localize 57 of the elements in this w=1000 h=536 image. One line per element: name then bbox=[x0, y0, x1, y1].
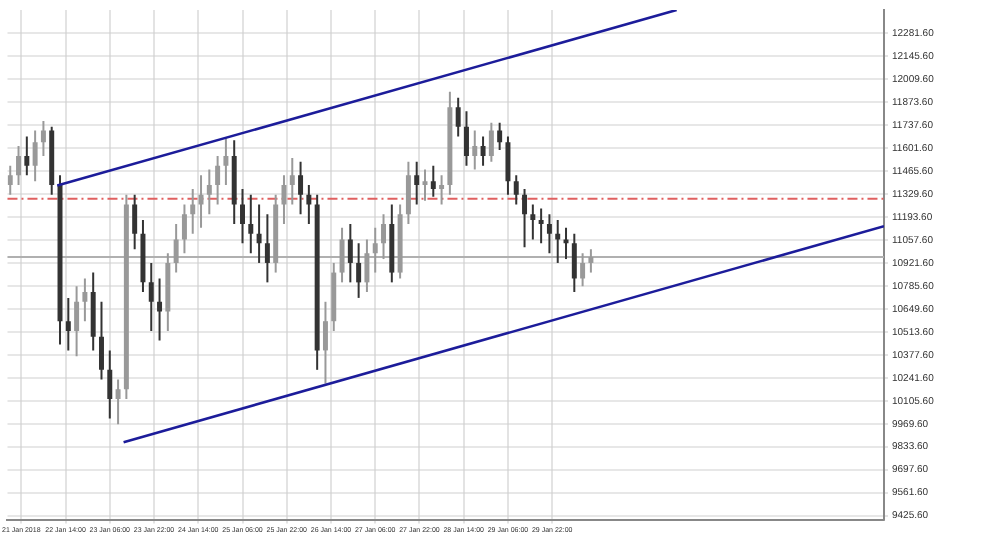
candlestick bbox=[7, 164, 13, 196]
candlestick bbox=[455, 96, 461, 138]
candlestick bbox=[132, 193, 138, 251]
candlestick bbox=[505, 135, 511, 196]
candlestick bbox=[65, 296, 71, 352]
candlestick bbox=[588, 248, 594, 274]
candlestick bbox=[488, 121, 494, 163]
candlestick bbox=[74, 285, 80, 358]
candlestick bbox=[538, 207, 544, 245]
candlestick bbox=[16, 145, 22, 187]
candlestick bbox=[513, 174, 519, 206]
candlestick bbox=[206, 168, 212, 216]
candlestick bbox=[497, 121, 503, 151]
candlestick bbox=[298, 160, 304, 216]
candlestick bbox=[306, 184, 312, 225]
candlestick bbox=[264, 213, 270, 284]
candlestick bbox=[281, 174, 287, 225]
candlestick bbox=[571, 232, 577, 293]
candlestick bbox=[522, 187, 528, 249]
candlestick bbox=[480, 135, 486, 167]
candlestick bbox=[215, 154, 221, 206]
candlestick bbox=[115, 378, 121, 426]
candlestick bbox=[381, 213, 387, 261]
candlestick bbox=[347, 222, 353, 284]
candlestick bbox=[430, 164, 436, 198]
candlestick bbox=[32, 129, 38, 183]
candlestick bbox=[173, 222, 179, 274]
candlestick bbox=[463, 110, 469, 167]
candlestick bbox=[530, 203, 536, 241]
candlestick bbox=[240, 187, 245, 245]
candlestick bbox=[82, 277, 88, 323]
candlestick bbox=[364, 238, 370, 293]
candlestick bbox=[24, 135, 30, 177]
candlestick bbox=[157, 277, 163, 342]
candlestick bbox=[40, 119, 46, 157]
candlestick bbox=[256, 203, 262, 264]
candlestick bbox=[405, 160, 411, 225]
candlestick bbox=[472, 129, 478, 171]
candlestick bbox=[414, 160, 420, 206]
candlestick bbox=[107, 349, 113, 420]
candlestick bbox=[99, 300, 104, 381]
candlestick bbox=[223, 137, 229, 187]
candlestick bbox=[563, 226, 569, 261]
candlestick bbox=[372, 226, 378, 274]
candlestick bbox=[190, 187, 196, 235]
candlestick bbox=[289, 156, 295, 206]
candlestick bbox=[198, 174, 204, 229]
candlestick bbox=[439, 174, 445, 206]
candlestick bbox=[580, 252, 586, 288]
candlestick bbox=[356, 242, 362, 299]
candlestick bbox=[322, 300, 328, 385]
candlestick bbox=[546, 213, 552, 255]
candlestick bbox=[148, 261, 154, 332]
candlestick bbox=[90, 271, 96, 352]
candlestick bbox=[248, 193, 254, 255]
candlestick bbox=[181, 203, 187, 255]
candlestick bbox=[339, 226, 345, 284]
